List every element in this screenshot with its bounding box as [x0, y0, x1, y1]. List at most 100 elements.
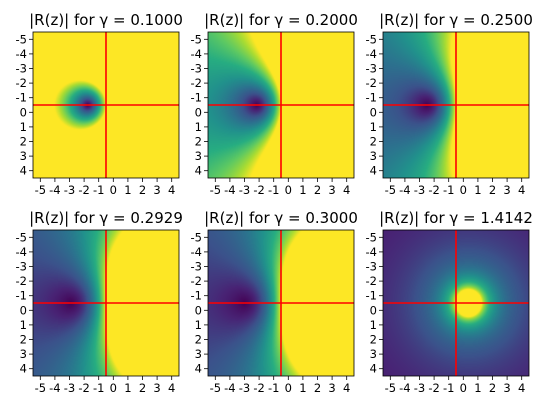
- plot-frame: [207, 229, 355, 377]
- x-tick-label: -1: [268, 183, 279, 197]
- y-tick-label: -3: [191, 62, 202, 76]
- plot-frame: [207, 31, 355, 179]
- y-tick-label: -1: [366, 91, 377, 105]
- x-tick-label: -1: [93, 381, 104, 395]
- y-tick-label: 0: [370, 105, 377, 119]
- y-tick-label: 3: [20, 347, 27, 361]
- x-tick-label: 4: [518, 381, 525, 395]
- y-tick-label: -3: [366, 260, 377, 274]
- y-tick-label: -2: [16, 274, 27, 288]
- y-tick-label: -5: [191, 230, 202, 244]
- y-tick-label: 3: [370, 347, 377, 361]
- y-tick-label: -4: [191, 47, 202, 61]
- y-tick-label: 3: [370, 149, 377, 163]
- y-tick-label: 4: [195, 164, 202, 178]
- y-tick-label: 4: [195, 362, 202, 376]
- y-tick-label: 2: [370, 333, 377, 347]
- y-tick-label: -1: [16, 289, 27, 303]
- x-tick-label: 0: [460, 183, 467, 197]
- x-tick-label: 4: [518, 183, 525, 197]
- y-tick-label: 2: [20, 333, 27, 347]
- x-tick-label: 2: [489, 381, 496, 395]
- x-tick-label: -2: [428, 183, 439, 197]
- y-tick-label: 0: [20, 105, 27, 119]
- y-tick-label: -3: [16, 62, 27, 76]
- x-tick-label: -5: [210, 183, 221, 197]
- y-tick-label: 0: [20, 303, 27, 317]
- x-tick-label: 3: [503, 381, 510, 395]
- x-tick-label: 0: [110, 183, 117, 197]
- y-tick-label: 4: [20, 164, 27, 178]
- subplot-title: |R(z)| for γ = 0.2000: [204, 11, 358, 29]
- x-tick-label: -1: [93, 183, 104, 197]
- y-tick-label: -4: [16, 47, 27, 61]
- y-tick-label: -1: [366, 289, 377, 303]
- y-tick-label: 0: [195, 303, 202, 317]
- y-tick-label: -2: [16, 76, 27, 90]
- x-tick-label: 2: [314, 381, 321, 395]
- x-tick-label: 0: [110, 381, 117, 395]
- y-tick-label: 4: [20, 362, 27, 376]
- x-tick-label: -1: [443, 183, 454, 197]
- x-tick-label: -2: [78, 183, 89, 197]
- x-tick-label: 1: [474, 183, 481, 197]
- subplot-title: |R(z)| for γ = 0.1000: [29, 11, 183, 29]
- x-tick-label: 1: [299, 381, 306, 395]
- y-tick-label: -5: [16, 32, 27, 46]
- y-tick-label: -1: [191, 289, 202, 303]
- x-tick-label: 3: [153, 381, 160, 395]
- x-tick-label: -4: [399, 183, 410, 197]
- y-tick-label: 1: [20, 120, 27, 134]
- x-tick-label: 3: [153, 183, 160, 197]
- y-tick-label: -1: [16, 91, 27, 105]
- y-tick-label: -3: [366, 62, 377, 76]
- x-tick-label: 2: [314, 183, 321, 197]
- x-tick-label: -3: [414, 381, 425, 395]
- subplot-title: |R(z)| for γ = 0.2500: [379, 11, 533, 29]
- x-tick-label: -2: [253, 183, 264, 197]
- y-tick-label: -4: [191, 245, 202, 259]
- plot-frame: [32, 31, 180, 179]
- x-tick-label: -4: [399, 381, 410, 395]
- y-tick-label: 1: [20, 318, 27, 332]
- y-tick-label: 2: [370, 135, 377, 149]
- x-tick-label: 1: [124, 381, 131, 395]
- x-tick-label: -5: [35, 183, 46, 197]
- x-tick-label: 2: [489, 183, 496, 197]
- x-tick-label: 3: [503, 183, 510, 197]
- y-tick-label: 2: [195, 135, 202, 149]
- x-tick-label: -5: [210, 381, 221, 395]
- plot-frame: [32, 229, 180, 377]
- y-tick-label: -1: [191, 91, 202, 105]
- y-tick-label: -2: [191, 76, 202, 90]
- x-tick-label: -5: [385, 183, 396, 197]
- y-tick-label: -2: [366, 274, 377, 288]
- y-tick-label: -3: [191, 260, 202, 274]
- y-tick-label: -4: [366, 47, 377, 61]
- x-tick-label: 2: [139, 381, 146, 395]
- subplot-title: |R(z)| for γ = 0.3000: [204, 209, 358, 227]
- y-tick-label: 3: [195, 347, 202, 361]
- x-tick-label: -4: [49, 381, 60, 395]
- x-tick-label: -4: [49, 183, 60, 197]
- y-tick-label: 1: [370, 120, 377, 134]
- y-tick-label: 0: [195, 105, 202, 119]
- x-tick-label: -5: [385, 381, 396, 395]
- y-tick-label: 2: [195, 333, 202, 347]
- subplot-title: |R(z)| for γ = 1.4142: [379, 209, 533, 227]
- x-tick-label: 0: [460, 381, 467, 395]
- x-tick-label: -1: [443, 381, 454, 395]
- x-tick-label: 4: [343, 381, 350, 395]
- y-tick-label: 2: [20, 135, 27, 149]
- x-tick-label: 4: [168, 183, 175, 197]
- x-tick-label: 3: [328, 381, 335, 395]
- x-tick-label: -1: [268, 381, 279, 395]
- x-tick-label: -2: [428, 381, 439, 395]
- y-tick-label: 4: [370, 362, 377, 376]
- x-tick-label: -3: [239, 183, 250, 197]
- y-tick-label: -2: [191, 274, 202, 288]
- y-tick-label: 4: [370, 164, 377, 178]
